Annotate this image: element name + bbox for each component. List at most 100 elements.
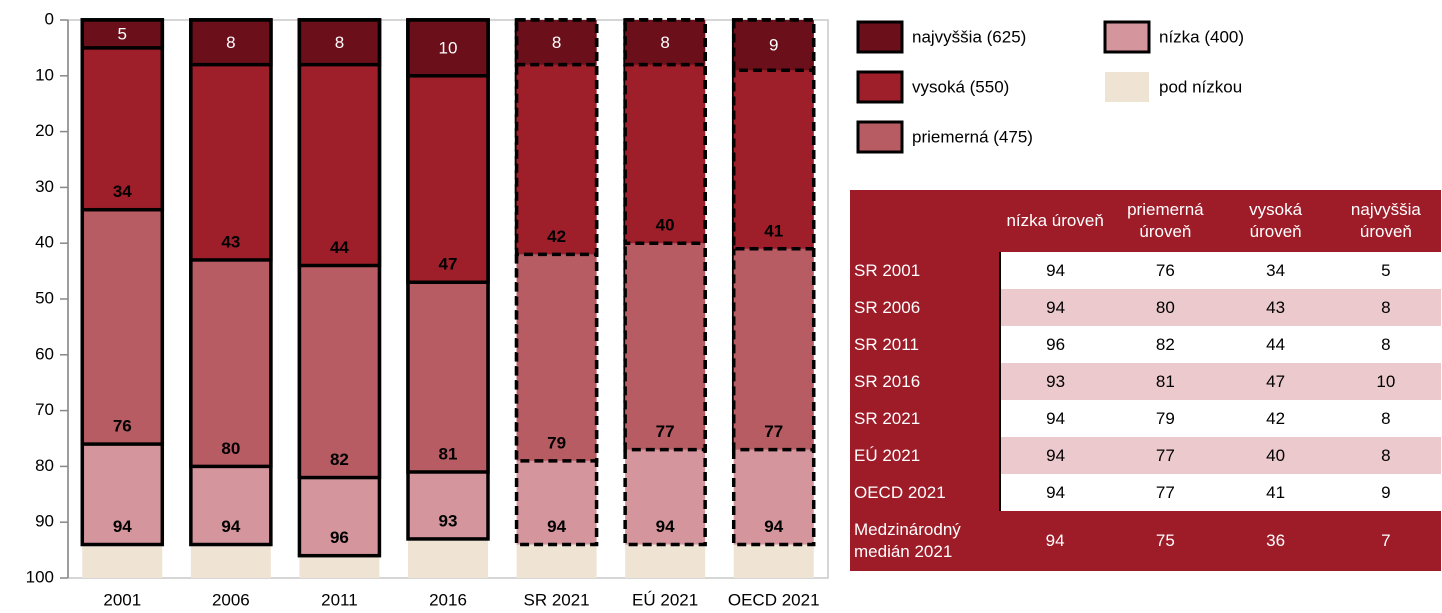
column-header: nízka úroveň	[1000, 190, 1111, 252]
table-cell: 94	[1000, 289, 1111, 326]
legend-swatch	[856, 120, 904, 154]
y-tick-label: 70	[35, 400, 54, 419]
data-label: 5	[118, 24, 127, 43]
table-cell: 94	[1000, 252, 1111, 289]
data-label: 82	[330, 450, 349, 469]
table-cell: 96	[1000, 326, 1111, 363]
table-cell: 41	[1220, 474, 1331, 511]
table-cell: 82	[1110, 326, 1221, 363]
row-label: EÚ 2021	[850, 437, 1001, 474]
data-label: 96	[330, 528, 349, 547]
data-label: 47	[439, 255, 458, 274]
table-cell: 40	[1220, 437, 1331, 474]
table-cell: 5	[1330, 252, 1441, 289]
bar-segment	[80, 18, 165, 50]
table-cell: 42	[1220, 400, 1331, 437]
legend-label: vysoká (550)	[912, 77, 1009, 96]
table-cell: 8	[1330, 437, 1441, 474]
y-tick-label: 50	[35, 288, 54, 307]
x-tick-label: OECD 2021	[728, 590, 820, 609]
legend-label: priemerná (475)	[912, 127, 1033, 146]
table-cell: 9	[1330, 474, 1441, 511]
data-label: 94	[547, 517, 566, 536]
data-label: 94	[113, 517, 132, 536]
legend-swatch	[1103, 20, 1151, 54]
table-row: SR 2006 94 80 43 8	[850, 289, 1441, 326]
y-tick-label: 0	[45, 9, 54, 28]
data-label: 93	[439, 511, 458, 530]
data-label: 41	[764, 221, 783, 240]
table-cell: 79	[1110, 400, 1221, 437]
bar-segment	[297, 18, 382, 67]
data-label: 9	[769, 36, 778, 55]
table-row: Medzinárodný medián 2021 94 75 36 7	[850, 511, 1441, 571]
data-label: 10	[439, 38, 458, 57]
data-label: 34	[113, 182, 132, 201]
table-cell: 94	[1000, 474, 1111, 511]
table-cell: 44	[1220, 326, 1331, 363]
table-cell: 36	[1220, 511, 1331, 571]
row-label: SR 2016	[850, 363, 1001, 400]
y-tick-label: 40	[35, 233, 54, 252]
table-cell: 94	[1000, 400, 1111, 437]
table-cell: 80	[1110, 289, 1221, 326]
table-row: SR 2011 96 82 44 8	[850, 326, 1441, 363]
table-cell: 8	[1330, 326, 1441, 363]
data-label: 79	[547, 433, 566, 452]
bar-segment	[731, 18, 816, 72]
y-tick-label: 90	[35, 512, 54, 531]
row-label: OECD 2021	[850, 474, 1001, 511]
y-tick-label: 100	[26, 567, 54, 586]
y-tick-label: 60	[35, 344, 54, 363]
table-cell: 34	[1220, 252, 1331, 289]
table-cell: 94	[1000, 437, 1111, 474]
legend-swatch	[1105, 72, 1149, 102]
data-label: 77	[764, 422, 783, 441]
row-label: SR 2001	[850, 252, 1001, 289]
x-tick-label: 2016	[429, 590, 467, 609]
table-cell: 81	[1110, 363, 1221, 400]
y-tick-label: 30	[35, 177, 54, 196]
data-label: 81	[439, 444, 458, 463]
column-header: vysoká úroveň	[1220, 190, 1331, 252]
data-label: 8	[660, 33, 669, 52]
column-header: najvyššia úroveň	[1330, 190, 1441, 252]
data-label: 8	[335, 33, 344, 52]
table-row: SR 2001 94 76 34 5	[850, 252, 1441, 289]
data-label: 40	[656, 216, 675, 235]
table-cell: 76	[1110, 252, 1221, 289]
legend-swatch	[856, 20, 904, 54]
table-row: EÚ 2021 94 77 40 8	[850, 437, 1441, 474]
data-table: nízka úroveň priemerná úroveň vysoká úrove…	[850, 190, 1442, 571]
x-tick-label: 2006	[212, 590, 250, 609]
table-row: OECD 2021 94 77 41 9	[850, 474, 1441, 511]
legend-label: najvyššia (625)	[912, 27, 1026, 46]
data-label: 8	[552, 33, 561, 52]
x-tick-label: SR 2021	[523, 590, 589, 609]
data-label: 42	[547, 227, 566, 246]
data-label: 94	[221, 517, 240, 536]
legend-label: pod nízkou	[1159, 77, 1242, 96]
bar-segment	[623, 18, 707, 67]
table-cell: 93	[1000, 363, 1111, 400]
data-label: 76	[113, 417, 132, 436]
x-tick-label: 2011	[321, 590, 358, 609]
row-label: SR 2011	[850, 326, 1001, 363]
table-cell: 8	[1330, 400, 1441, 437]
table-header: nízka úroveň priemerná úroveň vysoká úrove…	[850, 190, 1441, 252]
table-cell: 47	[1220, 363, 1331, 400]
row-label: SR 2021	[850, 400, 1001, 437]
table-cell: 75	[1110, 511, 1221, 571]
bar-segment	[189, 18, 273, 67]
table-row: SR 2016 93 81 47 10	[850, 363, 1441, 400]
y-tick-label: 20	[35, 121, 54, 140]
table-cell: 43	[1220, 289, 1331, 326]
legend-label: nízka (400)	[1159, 27, 1244, 46]
data-label: 8	[226, 33, 235, 52]
bar-segment	[406, 18, 490, 78]
header-corner	[850, 190, 1000, 252]
y-tick-label: 10	[35, 65, 54, 84]
x-tick-label: EÚ 2021	[632, 590, 698, 609]
